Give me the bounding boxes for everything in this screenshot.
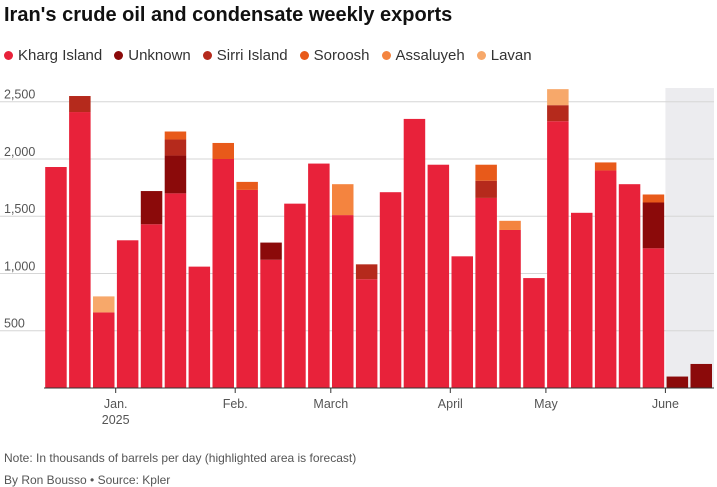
- y-tick-label: 2,500: [4, 88, 35, 102]
- bar-segment-sirri-island: [164, 139, 187, 156]
- bar-segment-kharg-island: [642, 248, 665, 388]
- bar-segment-soroosh: [164, 131, 187, 140]
- x-tick-label: May: [534, 397, 558, 411]
- bar-segment-unknown: [666, 376, 689, 388]
- legend-swatch: [114, 51, 124, 60]
- legend-label: Soroosh: [313, 47, 370, 64]
- bar-segment-kharg-island: [451, 256, 473, 388]
- y-tick-label: 500: [4, 317, 25, 331]
- bar-segment-kharg-island: [499, 229, 521, 388]
- x-tick-label: June: [652, 397, 679, 411]
- bar-segment-kharg-island: [594, 170, 617, 388]
- bar-segment-sirri-island: [547, 105, 569, 122]
- bar-segment-kharg-island: [618, 184, 641, 388]
- bar-segment-kharg-island: [475, 197, 497, 388]
- bar-segment-kharg-island: [547, 121, 569, 388]
- legend-item-lavan: Lavan: [476, 47, 532, 64]
- bar-segment-kharg-island: [164, 193, 187, 388]
- bar-segment-lavan: [547, 89, 569, 106]
- bar-segment-kharg-island: [355, 279, 378, 388]
- bar-segment-kharg-island: [571, 212, 593, 388]
- chart-legend: Kharg Island Unknown Sirri Island Soroosh As…: [4, 47, 544, 64]
- bar-segment-kharg-island: [332, 215, 354, 388]
- bar-segment-kharg-island: [140, 224, 163, 388]
- bar-segment-kharg-island: [379, 192, 402, 388]
- bar-segment-kharg-island: [188, 266, 211, 388]
- chart-note: Note: In thousands of barrels per day (h…: [4, 451, 357, 465]
- bar-segment-kharg-island: [93, 312, 115, 388]
- legend-swatch: [299, 51, 309, 60]
- chart-source: By Ron Bousso • Source: Kpler: [4, 473, 171, 487]
- legend-label: Sirri Island: [216, 47, 288, 64]
- bar-segment-kharg-island: [523, 278, 545, 388]
- bar-segment-kharg-island: [427, 164, 450, 388]
- bar-segment-sirri-island: [475, 180, 497, 198]
- bar-segment-sirri-island: [355, 264, 378, 280]
- x-tick-label: March: [313, 397, 348, 411]
- legend-item-kharg-island: Kharg Island: [4, 47, 102, 64]
- y-tick-label: 2,000: [4, 145, 35, 159]
- bar-segment-kharg-island: [116, 240, 139, 388]
- x-tick-label: Feb.: [223, 397, 248, 411]
- bar-segment-unknown: [164, 155, 187, 194]
- y-tick-label: 1,500: [4, 202, 35, 216]
- bar-segment-kharg-island: [403, 118, 426, 389]
- bar-segment-assaluyeh: [499, 220, 521, 230]
- bar-segment-assaluyeh: [332, 184, 354, 216]
- bar-segment-lavan: [93, 296, 115, 313]
- bar-segment-kharg-island: [69, 112, 91, 388]
- x-tick-label: April: [438, 397, 463, 411]
- chart-title: Iran's crude oil and condensate weekly e…: [4, 4, 453, 26]
- legend-item-assaluyeh: Assaluyeh: [381, 47, 465, 64]
- bar-segment-soroosh: [212, 142, 234, 159]
- legend-swatch: [381, 51, 391, 60]
- bar-segment-kharg-island: [308, 163, 330, 388]
- bar-segment-unknown: [642, 202, 665, 249]
- bar-segment-soroosh: [475, 164, 497, 181]
- bar-segment-soroosh: [642, 194, 665, 203]
- bar-segment-kharg-island: [260, 259, 282, 388]
- legend-swatch: [476, 51, 486, 60]
- bar-segment-kharg-island: [284, 203, 306, 388]
- legend-item-unknown: Unknown: [114, 47, 191, 64]
- bar-segment-sirri-island: [69, 96, 91, 113]
- bar-segment-kharg-island: [212, 158, 234, 388]
- stacked-bar-chart: 500 1,000 1,500 2,000 2,500 Jan. 2025 Feb. Marc…: [0, 88, 714, 427]
- bar-segment-soroosh: [236, 181, 258, 190]
- legend-label: Unknown: [128, 47, 191, 64]
- legend-item-soroosh: Soroosh: [299, 47, 370, 64]
- legend-label: Kharg Island: [18, 47, 103, 64]
- legend-swatch: [202, 51, 212, 60]
- bar-segment-unknown: [690, 363, 712, 388]
- bar-segment-kharg-island: [45, 167, 67, 388]
- x-tick-sublabel: 2025: [102, 413, 130, 427]
- x-tick-label: Jan.: [104, 397, 128, 411]
- legend-label: Lavan: [490, 47, 532, 64]
- bar-segment-soroosh: [594, 162, 617, 171]
- bar-segment-kharg-island: [236, 189, 258, 388]
- forecast-area: [665, 88, 714, 388]
- legend-label: Assaluyeh: [395, 47, 465, 64]
- y-tick-label: 1,000: [4, 259, 35, 273]
- legend-swatch: [4, 51, 13, 60]
- legend-item-sirri-island: Sirri Island: [202, 47, 288, 64]
- bar-segment-unknown: [260, 242, 282, 260]
- bar-segment-unknown: [140, 191, 163, 225]
